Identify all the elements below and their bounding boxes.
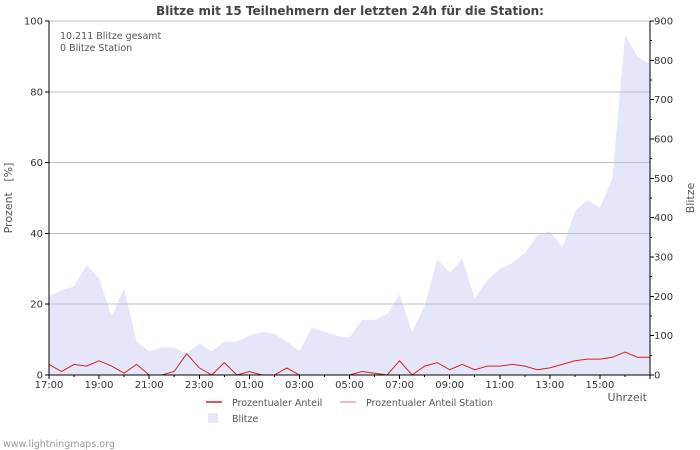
x-tick-label: 17:00 xyxy=(35,380,64,391)
y-right-tick-label: 500 xyxy=(654,174,673,185)
axes xyxy=(45,20,654,379)
y-right-tick-label: 0 xyxy=(654,371,660,382)
legend-swatch-blitze xyxy=(208,413,218,423)
y-axis-left-label: Prozent [%] xyxy=(2,163,15,234)
x-tick-label: 03:00 xyxy=(285,380,314,391)
x-tick-label: 07:00 xyxy=(385,380,414,391)
tick-labels: 0 20 40 60 80 100 0 100 200 300 400 500 600 700 800 900… xyxy=(24,17,673,392)
y-axis-right-label: Blitze xyxy=(684,183,697,214)
y-left-tick-label: 0 xyxy=(37,371,43,382)
x-axis-label: Uhrzeit xyxy=(608,391,648,404)
x-tick-label: 21:00 xyxy=(135,380,164,391)
annotation-total: 10.211 Blitze gesamt xyxy=(60,31,162,42)
x-tick-label: 19:00 xyxy=(85,380,114,391)
y-right-tick-label: 600 xyxy=(654,135,673,146)
y-left-tick-label: 80 xyxy=(30,87,43,98)
y-right-tick-label: 100 xyxy=(654,331,673,342)
legend-label-prozentualer-anteil-station: Prozentualer Anteil Station xyxy=(366,398,493,409)
x-tick-label: 09:00 xyxy=(435,380,464,391)
annotation-station: 0 Blitze Station xyxy=(60,43,132,54)
x-tick-label: 01:00 xyxy=(235,380,264,391)
series-area-blitze xyxy=(49,34,650,376)
y-right-tick-label: 300 xyxy=(654,253,673,264)
y-right-tick-label: 900 xyxy=(654,17,673,28)
y-right-tick-label: 800 xyxy=(654,56,673,67)
y-left-tick-label: 20 xyxy=(30,300,43,311)
y-right-tick-label: 400 xyxy=(654,213,673,224)
legend-label-prozentualer-anteil: Prozentualer Anteil xyxy=(232,398,322,409)
area-layer xyxy=(49,34,650,376)
y-left-tick-label: 40 xyxy=(30,229,43,240)
x-tick-label: 23:00 xyxy=(185,380,214,391)
x-tick-label: 11:00 xyxy=(485,380,514,391)
y-left-tick-label: 60 xyxy=(30,158,43,169)
chart-title: Blitze mit 15 Teilnehmern der letzten 24… xyxy=(156,4,544,18)
gridlines xyxy=(49,20,650,305)
legend-label-blitze: Blitze xyxy=(232,414,259,425)
x-tick-label: 05:00 xyxy=(335,380,364,391)
legend: Prozentualer Anteil Prozentualer Anteil … xyxy=(206,398,493,425)
y-left-tick-label: 100 xyxy=(24,17,43,28)
y-right-tick-label: 700 xyxy=(654,95,673,106)
x-tick-label: 15:00 xyxy=(586,380,615,391)
y-right-tick-label: 200 xyxy=(654,292,673,303)
x-tick-label: 13:00 xyxy=(535,380,564,391)
source-footer[interactable]: www.lightningmaps.org xyxy=(3,439,115,450)
